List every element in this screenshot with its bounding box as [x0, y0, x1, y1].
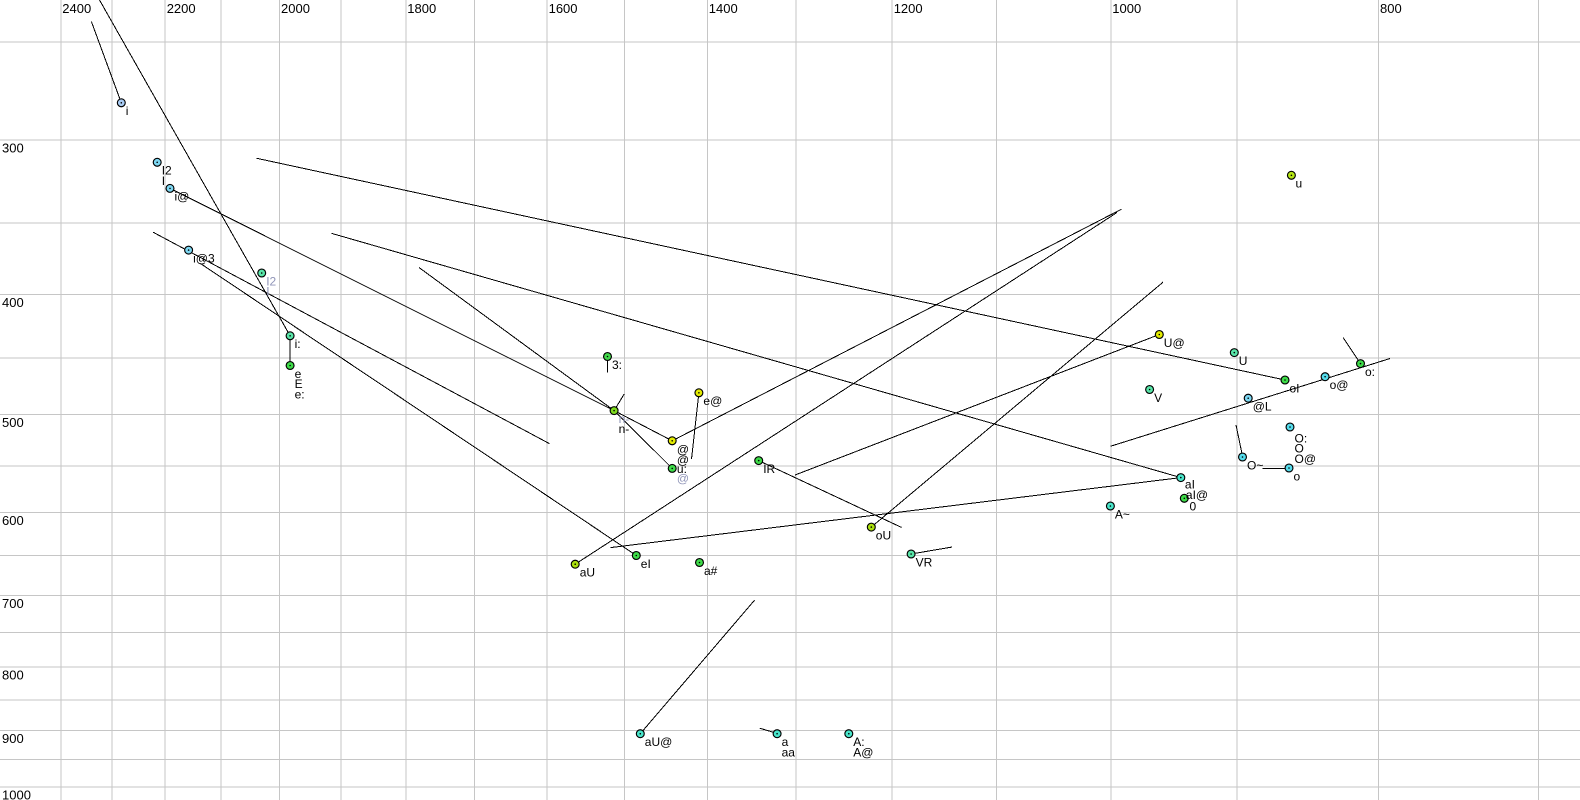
svg-text:1000: 1000	[2, 788, 31, 800]
svg-text:n-: n-	[619, 412, 630, 426]
svg-text:O:: O:	[1295, 431, 1308, 445]
svg-text:@: @	[677, 453, 689, 467]
svg-text:u:: u:	[677, 462, 687, 476]
svg-text:3:: 3:	[612, 358, 622, 372]
svg-text:2200: 2200	[167, 1, 196, 16]
svg-text:A@: A@	[853, 745, 873, 759]
svg-text:O~: O~	[1247, 458, 1263, 472]
svg-text:1800: 1800	[407, 1, 436, 16]
svg-text:2000: 2000	[281, 1, 310, 16]
svg-text:800: 800	[1380, 1, 1402, 16]
svg-text:1600: 1600	[549, 1, 578, 16]
svg-text:oI: oI	[1290, 381, 1300, 395]
svg-text:o: o	[1294, 469, 1301, 483]
svg-text:e:: e:	[295, 387, 305, 401]
svg-text:E: E	[295, 377, 303, 391]
svg-text:i:: i:	[295, 337, 301, 351]
svg-text:aU: aU	[580, 566, 595, 580]
svg-text:n-: n-	[619, 422, 630, 436]
svg-text:U: U	[1239, 354, 1248, 368]
svg-text:V: V	[1154, 391, 1162, 405]
svg-text:a: a	[782, 735, 789, 749]
svg-text:i@: i@	[175, 190, 190, 204]
svg-text:aa: aa	[782, 745, 796, 759]
svg-text:IR: IR	[763, 462, 775, 476]
svg-text:aU@: aU@	[645, 735, 673, 749]
svg-text:e@: e@	[703, 394, 722, 408]
svg-text:@: @	[677, 442, 689, 456]
svg-text:u: u	[1296, 176, 1303, 190]
svg-text:aI@: aI@	[1186, 488, 1208, 502]
svg-text:i: i	[126, 104, 129, 118]
svg-text:O: O	[1295, 442, 1304, 456]
svg-text:300: 300	[2, 140, 24, 155]
svg-text:A~: A~	[1115, 507, 1130, 521]
svg-text:500: 500	[2, 415, 24, 430]
svg-text:600: 600	[2, 513, 24, 528]
svg-text:1000: 1000	[1112, 1, 1141, 16]
svg-text:O@: O@	[1295, 452, 1317, 466]
svg-text:700: 700	[2, 596, 24, 611]
svg-text:900: 900	[2, 731, 24, 746]
svg-text:U@: U@	[1164, 336, 1185, 350]
svg-text:400: 400	[2, 295, 24, 310]
svg-text:a#: a#	[704, 564, 718, 578]
svg-text:2400: 2400	[62, 1, 91, 16]
svg-text:o:: o:	[1365, 365, 1375, 379]
svg-text:1200: 1200	[894, 1, 923, 16]
svg-text:o@: o@	[1330, 378, 1349, 392]
svg-text:oU: oU	[876, 528, 891, 542]
svg-text:i@3: i@3	[193, 251, 215, 265]
svg-text:I2: I2	[266, 274, 276, 288]
svg-text:e: e	[295, 367, 302, 381]
svg-text:@: @	[677, 471, 689, 485]
svg-text:I: I	[266, 285, 269, 299]
svg-text:A:: A:	[853, 735, 864, 749]
svg-text:800: 800	[2, 668, 24, 683]
svg-text:eI: eI	[641, 557, 651, 571]
svg-text:@L: @L	[1253, 400, 1272, 414]
svg-text:1400: 1400	[709, 1, 738, 16]
svg-text:I2: I2	[162, 164, 172, 178]
svg-text:aI: aI	[1185, 477, 1195, 491]
svg-text:0: 0	[1190, 500, 1197, 514]
svg-text:VR: VR	[916, 555, 933, 569]
svg-text:I: I	[162, 174, 165, 188]
